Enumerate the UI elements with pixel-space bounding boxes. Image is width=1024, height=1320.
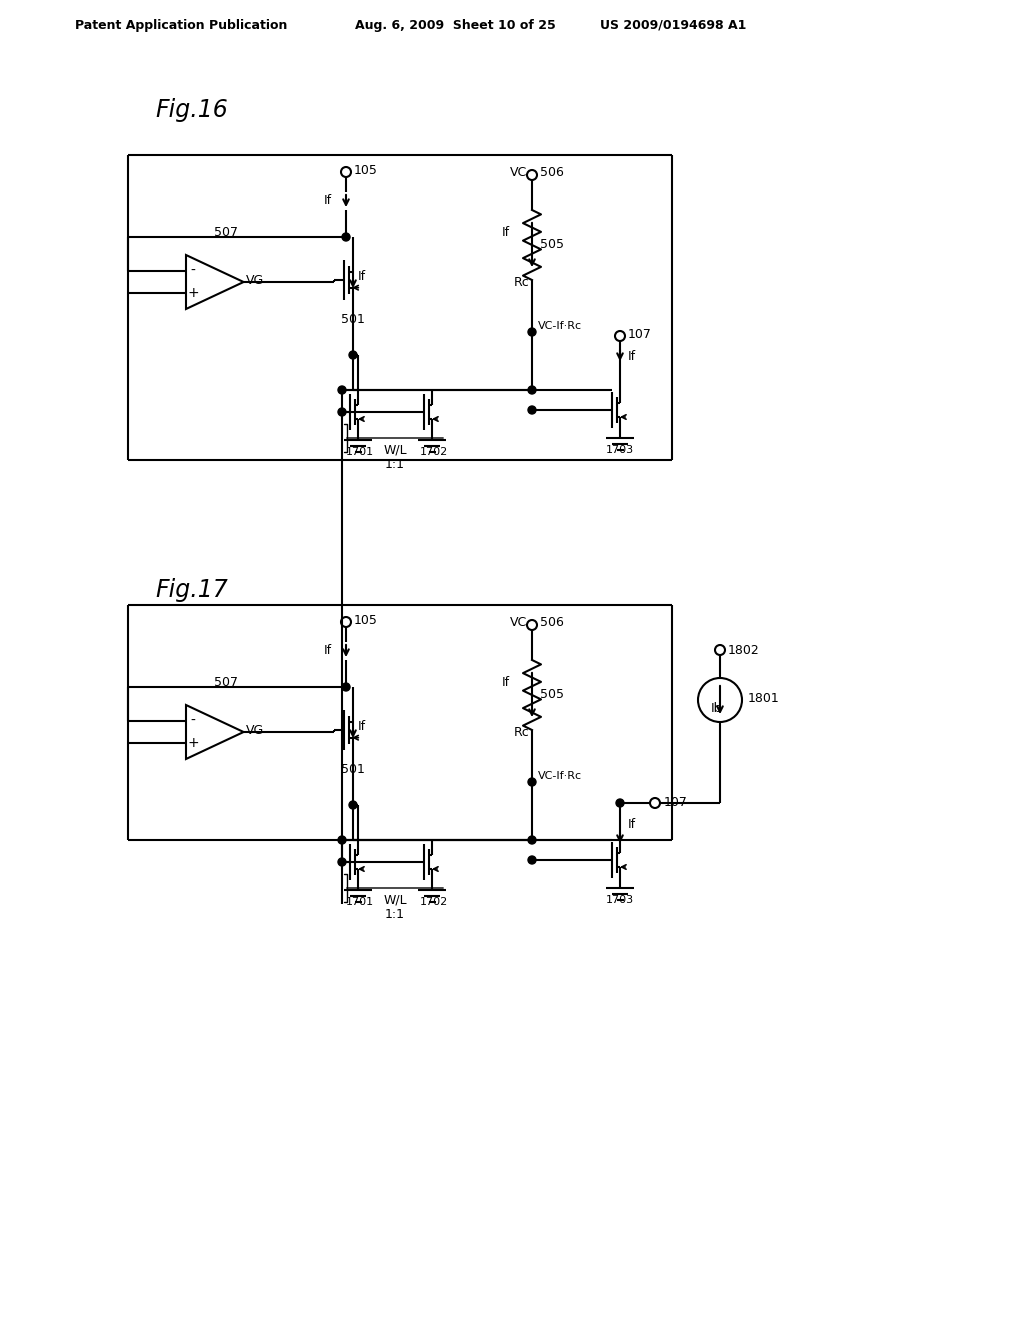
Text: Fig.16: Fig.16 [155,98,227,121]
Text: If: If [324,644,332,656]
Text: Fig.17: Fig.17 [155,578,227,602]
Text: W/L: W/L [383,444,407,457]
Text: 1:1: 1:1 [385,908,406,920]
Circle shape [342,682,350,690]
Text: If: If [502,227,510,239]
Text: 1:1: 1:1 [385,458,406,470]
Circle shape [338,385,346,393]
Text: -: - [190,264,196,279]
Text: VG: VG [246,723,264,737]
Text: 1703: 1703 [606,445,634,455]
Text: 506: 506 [540,616,564,630]
Circle shape [528,327,536,337]
Text: If: If [628,350,636,363]
Text: -: - [190,714,196,729]
Text: Rc: Rc [514,276,529,289]
Text: 1701: 1701 [346,898,374,907]
Text: 507: 507 [214,226,238,239]
Text: 1703: 1703 [606,895,634,906]
Circle shape [528,407,536,414]
Text: VG: VG [246,273,264,286]
Text: 505: 505 [540,689,564,701]
Text: 506: 506 [540,166,564,180]
Circle shape [338,836,346,843]
Text: +: + [187,735,199,750]
Text: 507: 507 [214,676,238,689]
Text: W/L: W/L [383,894,407,907]
Text: 107: 107 [628,327,652,341]
Text: Aug. 6, 2009  Sheet 10 of 25: Aug. 6, 2009 Sheet 10 of 25 [355,18,556,32]
Text: 105: 105 [354,614,378,627]
Circle shape [338,858,346,866]
Text: VC: VC [510,616,527,630]
Circle shape [342,234,350,242]
Text: 1702: 1702 [420,447,449,457]
Circle shape [528,855,536,865]
Circle shape [338,408,346,416]
Text: 1701: 1701 [346,447,374,457]
Text: Patent Application Publication: Patent Application Publication [75,18,288,32]
Text: If: If [358,719,367,733]
Text: +: + [187,286,199,300]
Text: Ib: Ib [711,702,723,715]
Text: 107: 107 [664,796,688,809]
Text: 501: 501 [341,313,365,326]
Text: If: If [628,817,636,830]
Text: 501: 501 [341,763,365,776]
Text: VC-If·Rc: VC-If·Rc [538,771,582,781]
Circle shape [349,801,357,809]
Circle shape [528,385,536,393]
Text: 1801: 1801 [748,692,779,705]
Circle shape [616,799,624,807]
Text: US 2009/0194698 A1: US 2009/0194698 A1 [600,18,746,32]
Text: If: If [324,194,332,206]
Circle shape [349,351,357,359]
Text: 505: 505 [540,239,564,252]
Text: 1702: 1702 [420,898,449,907]
Text: 1802: 1802 [728,644,760,656]
Text: If: If [358,269,367,282]
Text: VC: VC [510,166,527,180]
Text: Rc: Rc [514,726,529,738]
Text: If: If [502,676,510,689]
Circle shape [528,777,536,785]
Text: 105: 105 [354,164,378,177]
Text: VC-If·Rc: VC-If·Rc [538,321,582,331]
Circle shape [528,836,536,843]
